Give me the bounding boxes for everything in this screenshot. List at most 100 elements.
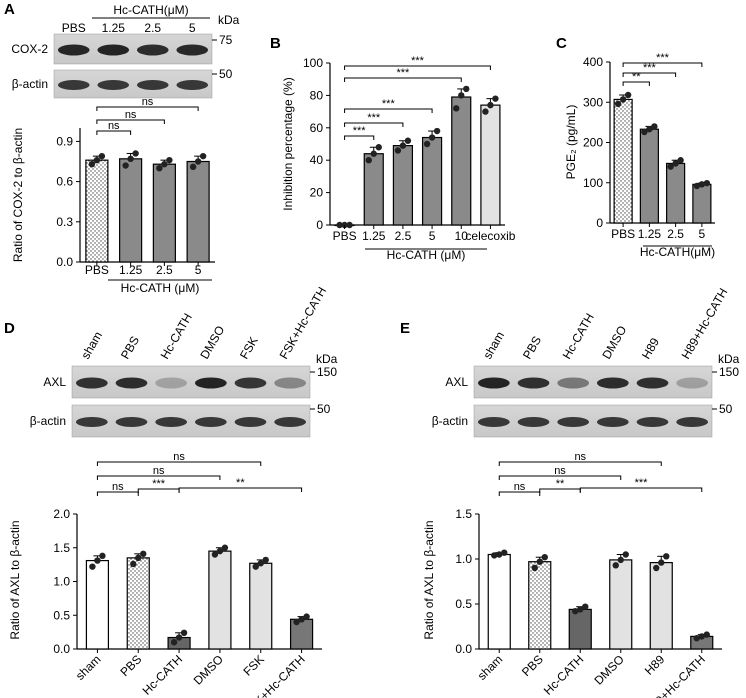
significance-label: *** [643,62,657,74]
data-point [458,92,465,99]
y-tick-label: 40 [310,153,324,167]
x-tick-label: PBS [333,229,357,243]
lane-label: Hc-CATH [158,311,195,362]
bar [639,128,659,224]
data-point [88,160,96,168]
y-tick-label: 0.6 [56,175,73,189]
x-tick-label: 5 [429,229,436,243]
data-point [491,552,498,559]
y-axis-label: Ratio of COX-2 to β-actin [11,128,25,262]
bar [487,553,511,650]
protein-band [636,377,669,389]
y-tick-label: 0.0 [53,642,70,656]
marker-label: 50 [719,402,733,416]
protein-band [517,377,550,389]
x-tick-label: 2.5 [156,263,173,277]
x-group-label: Hc-CATH(μM) [640,245,715,259]
data-point [612,562,619,569]
y-tick-label: 200 [583,136,603,150]
significance-bracket [96,475,221,480]
actin-band [557,417,590,427]
kda-unit: kDa [218,13,240,27]
bar [392,145,414,226]
data-point [394,147,402,154]
data-point [170,639,178,646]
significance-bracket [344,135,375,140]
bar [152,163,176,263]
lane-label: 5 [189,21,196,35]
x-tick-label: sham [73,652,104,683]
blot-membrane [71,365,311,399]
band-label: β-actin [432,414,468,428]
data-point [572,608,579,615]
band-label: β-actin [12,77,48,91]
western-blot: COX-2 75 β-actin 50 PBS 1.25 2.5 5 kDa Hc-CATH(μM… [11,3,240,99]
x-tick-label: 1.25 [119,263,143,277]
bar [208,550,232,650]
y-tick-label: 100 [303,56,323,70]
protein-band [97,44,130,56]
data-point [404,137,412,144]
data-point [482,108,489,115]
data-point [370,150,377,157]
data-point [175,634,183,641]
data-point [303,613,310,620]
x-tick-label: FSK [240,652,266,678]
data-point [619,96,627,103]
significance-bracket [579,487,703,492]
data-point [221,544,229,551]
data-point [624,91,632,99]
x-tick-label: PBS [611,227,635,241]
data-point [194,158,202,165]
significance-bracket [96,106,199,111]
lane-label: 1.25 [102,21,126,35]
bar [186,160,210,263]
lane-label: sham [78,329,105,361]
protein-band [194,377,227,389]
actin-band [517,417,550,427]
panel-c: C 0 100 200 300 400 PGE₂ (pg/mL) PBS 1.25 2.5 5 Hc-… [556,35,715,259]
actin-band [97,80,130,90]
data-point [132,150,139,157]
significance-label: ** [632,71,641,83]
data-point [463,85,470,93]
band-label: COX-2 [11,42,48,56]
x-tick-label: 10 [455,229,469,243]
band-label: AXL [445,375,468,389]
x-tick-label: 1.25 [638,227,662,241]
significance-label: *** [411,55,425,67]
panel-letter-c: C [556,35,567,52]
data-point [658,559,665,566]
lane-label: FSK [237,334,261,361]
actin-band [676,417,709,427]
data-point [375,144,382,151]
data-point [492,95,499,102]
significance-label: ns [125,109,137,121]
significance-bracket [498,475,622,480]
data-point [641,128,648,136]
data-point [496,551,503,558]
lane-label: DMSO [599,323,629,361]
x-tick-label: 5 [195,263,202,277]
significance-bracket [96,130,132,135]
data-point [433,127,441,135]
data-point [156,165,163,172]
data-point [541,554,548,561]
y-tick-label: 1.5 [53,541,70,555]
significance-bracket [498,491,541,496]
bar [609,559,633,650]
western-blot: AXL 150 β-actin 50 sham PBS Hc-CATH DMSO H89 H89+… [432,286,740,438]
data-point [536,558,543,565]
y-tick-label: 0.9 [56,134,73,148]
lane-label: Hc-CATH [560,311,597,362]
bar [85,559,110,650]
y-tick-label: 0.0 [56,255,73,269]
significance-label: ns [153,465,165,477]
data-point [677,157,684,164]
lane-label: FSK+Hc-CATH [277,285,330,362]
data-point [211,551,219,558]
x-tick-label: Hc-CATH [140,652,186,698]
actin-band [176,80,209,90]
blot-header: Hc-CATH(μM) [113,3,188,17]
y-axis-label: PGE₂ (pg/mL) [564,105,578,180]
